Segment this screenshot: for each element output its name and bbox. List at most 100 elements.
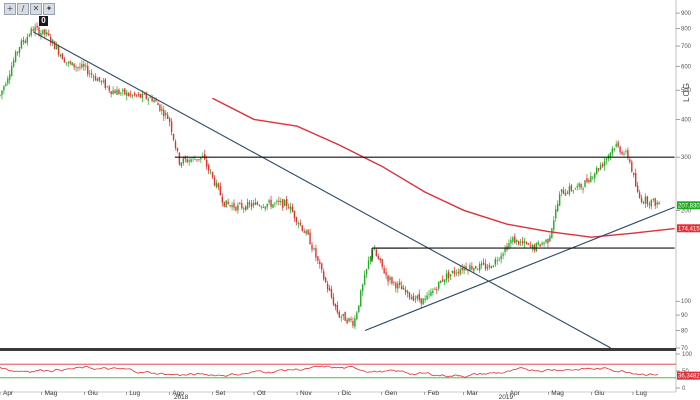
month-label: Feb	[428, 390, 440, 397]
candle-body	[521, 241, 524, 244]
candle-body	[233, 203, 235, 208]
candle-body	[215, 182, 218, 188]
candle-body	[375, 249, 378, 257]
candle-body	[385, 272, 387, 276]
candle-body	[301, 225, 303, 231]
candle-body	[440, 280, 442, 284]
candle-body	[241, 203, 243, 209]
candle-body	[65, 62, 67, 64]
close-icon[interactable]: ✕	[30, 3, 42, 15]
candle-body	[447, 271, 450, 279]
candle-body	[613, 148, 615, 150]
candle-body	[110, 91, 112, 94]
candle-body	[274, 202, 276, 204]
candle-body	[609, 152, 612, 158]
candle-body	[525, 242, 528, 245]
candle-body	[219, 186, 222, 196]
downtrend-trendline	[33, 31, 612, 349]
candle-body	[235, 206, 237, 211]
candle-body	[328, 288, 331, 291]
candle-body	[646, 196, 649, 205]
candle-body	[383, 268, 385, 274]
study-count-badge: 0	[39, 16, 48, 26]
candle-body	[83, 64, 85, 67]
candle-body	[324, 277, 327, 283]
candle-body	[315, 248, 317, 258]
annotation-icon[interactable]: ✦	[43, 3, 55, 15]
candle-body	[428, 294, 430, 295]
candle-body	[278, 200, 280, 202]
month-label: Giu	[594, 390, 605, 397]
candle-body	[51, 39, 54, 43]
candle-body	[594, 173, 596, 179]
candle-body	[459, 269, 461, 275]
candle-body	[414, 298, 417, 300]
candle-body	[334, 303, 337, 307]
overlay-lines	[33, 31, 675, 349]
month-label: Mag	[551, 390, 564, 397]
y-tick-label: 600	[681, 64, 692, 70]
candle-body	[484, 263, 487, 270]
candle-body	[644, 196, 647, 204]
candle-body	[135, 94, 138, 96]
candle-body	[592, 177, 594, 179]
candle-body	[590, 176, 592, 182]
candle-body	[451, 270, 454, 273]
candle-body	[313, 248, 315, 250]
month-label: Lug	[129, 390, 140, 397]
candle-body	[354, 318, 356, 327]
candle-body	[289, 206, 292, 210]
candle-body	[539, 244, 541, 247]
candle-body	[418, 293, 420, 300]
y-tick-label: 200	[681, 208, 692, 214]
candle-body	[211, 172, 214, 177]
candle-body	[650, 199, 652, 207]
candle-body	[213, 177, 216, 186]
rsi-tick-label: 0	[682, 386, 686, 392]
candle-body	[182, 158, 184, 164]
candle-body	[180, 162, 183, 166]
candle-body	[438, 281, 440, 289]
candle-body	[648, 203, 651, 205]
candle-body	[141, 93, 144, 99]
draw-line-icon[interactable]: ∕	[17, 3, 29, 15]
year-label: 2018	[174, 394, 189, 400]
candle-body	[377, 256, 379, 259]
candle-body	[537, 242, 539, 245]
candle-body	[518, 241, 520, 245]
candle-body	[564, 192, 567, 196]
candle-body	[399, 282, 401, 285]
candle-body	[172, 133, 175, 140]
candle-body	[348, 318, 350, 322]
candle-body	[85, 65, 87, 67]
candle-body	[535, 243, 537, 251]
candle-body	[24, 40, 27, 44]
candle-body	[243, 208, 245, 210]
candle-body	[547, 238, 549, 244]
candle-body	[326, 283, 329, 290]
candle-body	[139, 94, 142, 98]
candle-body	[227, 201, 229, 205]
candle-body	[293, 211, 296, 219]
candle-body	[463, 266, 465, 271]
candle-body	[397, 283, 399, 289]
candle-body	[367, 260, 370, 269]
candle-body	[490, 266, 493, 269]
candle-body	[574, 188, 576, 190]
candle-body	[124, 88, 126, 95]
candle-body	[652, 198, 654, 200]
zoom-in-icon[interactable]: +	[4, 3, 16, 15]
candle-body	[291, 206, 294, 212]
candle-body	[508, 243, 510, 249]
candle-body	[1, 90, 3, 96]
candle-body	[480, 263, 483, 266]
candle-body	[221, 196, 223, 203]
candle-body	[408, 292, 411, 298]
candle-body	[120, 92, 122, 94]
candle-body	[168, 118, 171, 122]
candle-body	[299, 222, 301, 225]
candle-body	[443, 279, 446, 283]
candle-body	[53, 41, 56, 50]
candle-body	[332, 296, 335, 305]
candle-body	[22, 40, 25, 42]
